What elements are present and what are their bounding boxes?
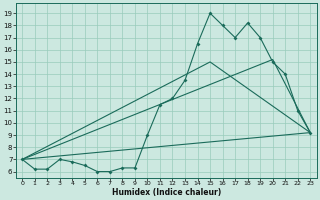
X-axis label: Humidex (Indice chaleur): Humidex (Indice chaleur) [112,188,221,197]
